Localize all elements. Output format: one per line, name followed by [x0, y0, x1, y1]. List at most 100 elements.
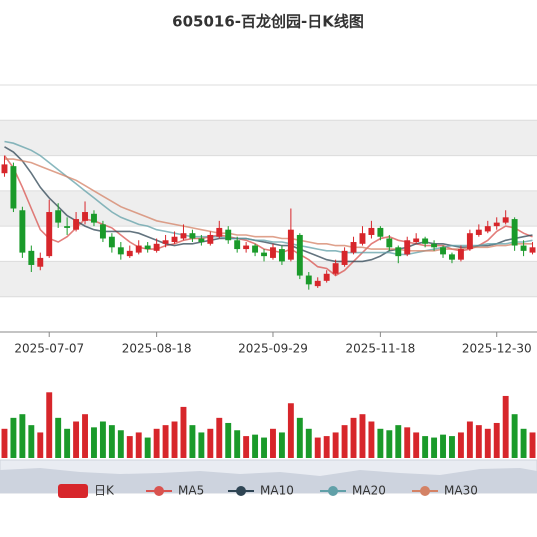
x-tick-label: 2025-07-07 [14, 342, 84, 356]
candle-body [171, 236, 178, 243]
volume-bar [341, 425, 348, 458]
volume-bar [261, 437, 267, 458]
volume-bar [46, 392, 53, 458]
volume-bar [82, 414, 88, 458]
volume-bar [350, 417, 357, 458]
volume-bar [287, 403, 294, 458]
volume-bar [440, 434, 446, 458]
candle-body [457, 249, 464, 260]
candle-body [368, 227, 375, 235]
volume-bar [502, 395, 509, 458]
candle-body [189, 233, 196, 239]
candle-body [99, 224, 106, 239]
legend-label[interactable]: MA10 [260, 484, 294, 498]
candle-body [73, 219, 80, 230]
candle-body [198, 238, 205, 243]
volume-bar [252, 434, 259, 458]
volume-bar [270, 428, 276, 458]
candle-body [126, 250, 133, 257]
x-tick-label: 2025-12-30 [462, 342, 532, 356]
candle-body [422, 238, 429, 244]
candle-body [243, 245, 250, 250]
volume-bar [144, 437, 151, 458]
volume-bar [117, 430, 124, 458]
volume-bar [99, 421, 106, 458]
candle-body [341, 250, 348, 265]
legend-icon[interactable] [328, 486, 338, 496]
candle-body [82, 212, 88, 221]
volume-bar [19, 414, 26, 458]
legend: 日K MA5 MA10 MA20 MA30 [58, 484, 478, 498]
volume-bar [234, 430, 241, 458]
volume-bar [332, 432, 339, 458]
volume-bar [64, 428, 71, 458]
volume-bar [314, 437, 321, 458]
candle-body [144, 245, 151, 250]
volume-bar [493, 422, 500, 458]
candle-body [377, 227, 384, 237]
candle-body [502, 217, 509, 223]
volume-bar [207, 428, 214, 458]
legend-label[interactable]: 日K [94, 484, 115, 498]
volume-bar [162, 425, 169, 458]
candle-body [440, 247, 446, 255]
volume-bar [323, 436, 330, 458]
volume-bar [198, 432, 205, 458]
volume-bar [73, 421, 80, 458]
chart-title: 605016-百龙创园-日K线图 [172, 13, 364, 31]
candle-body [287, 229, 294, 260]
candle-body [46, 212, 53, 257]
candle-body [475, 229, 482, 235]
candle-body [484, 226, 491, 232]
legend-label[interactable]: MA5 [178, 484, 204, 498]
candle-body [314, 280, 321, 287]
legend-icon[interactable] [420, 486, 430, 496]
volume [1, 392, 536, 458]
legend-label[interactable]: MA20 [352, 484, 386, 498]
candle-body [234, 240, 241, 250]
candle-body [135, 245, 142, 253]
grid-band [0, 120, 537, 156]
volume-bar [368, 421, 375, 458]
candle-body [261, 252, 267, 257]
volume-bar [171, 421, 178, 458]
volume-bar [296, 417, 303, 458]
volume-bar [305, 428, 312, 458]
x-tick-label: 2025-09-29 [238, 342, 308, 356]
volume-bar [153, 428, 160, 458]
legend-label[interactable]: MA30 [444, 484, 478, 498]
volume-bar [278, 432, 285, 458]
volume-bar [413, 432, 420, 458]
candle-body [153, 243, 160, 251]
candle-body [162, 240, 169, 244]
x-tick-label: 2025-08-18 [122, 342, 192, 356]
candle-body [395, 247, 402, 257]
candle-body [19, 210, 26, 253]
volume-bar [457, 432, 464, 458]
volume-bar [55, 417, 62, 458]
grid-band [0, 261, 537, 297]
candle-body [493, 222, 500, 227]
candle-body [91, 213, 97, 223]
volume-bar [189, 425, 196, 458]
candle-body [207, 234, 214, 244]
ma-line [4, 140, 533, 256]
volume-bar [28, 425, 35, 458]
volume-bar [135, 432, 142, 458]
candle-body [359, 233, 366, 244]
candle-body [413, 238, 420, 243]
candle-body [449, 254, 455, 260]
legend-icon[interactable] [154, 486, 164, 496]
grid-area [0, 84, 537, 333]
candle-body [180, 233, 187, 239]
candle-body [466, 233, 473, 250]
volume-bar [466, 421, 473, 458]
legend-icon[interactable] [236, 486, 246, 496]
legend-icon[interactable] [58, 484, 88, 498]
candle-body [332, 263, 339, 274]
candle-body [386, 238, 393, 248]
volume-bar [377, 428, 384, 458]
volume-bar [484, 428, 491, 458]
volume-bar [126, 436, 133, 458]
